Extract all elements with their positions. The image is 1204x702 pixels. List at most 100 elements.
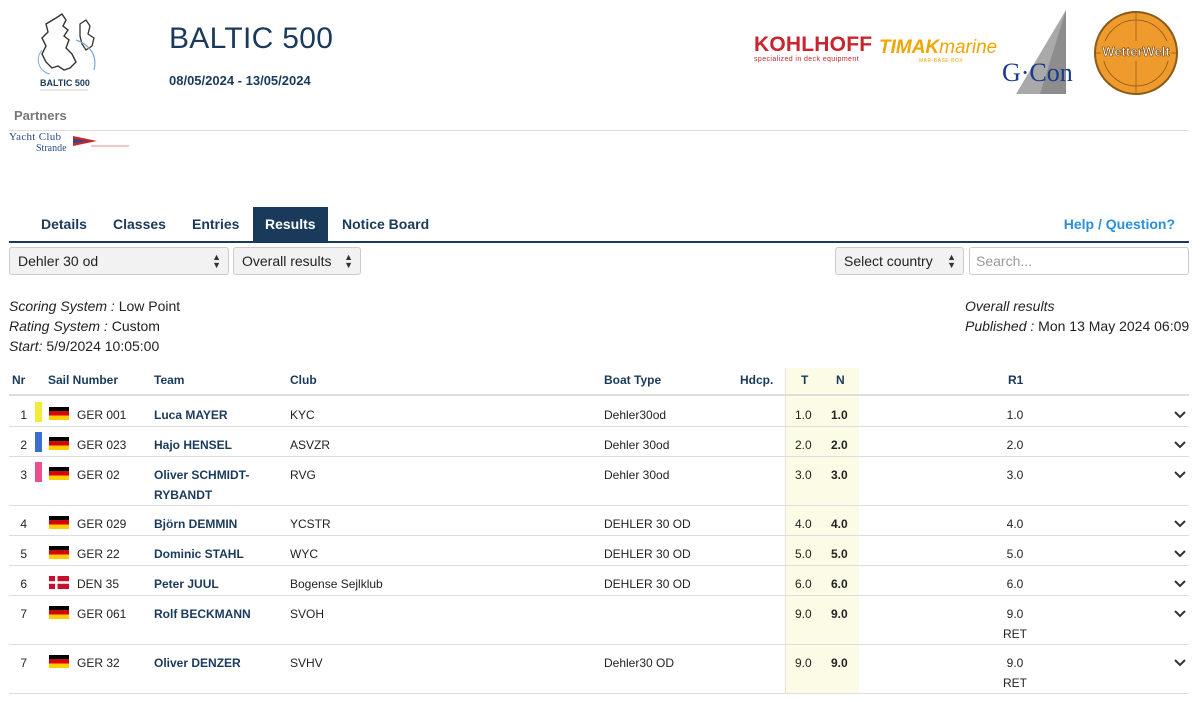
flag-denmark-icon [49, 576, 69, 589]
row-team[interactable]: Luca MAYER [154, 408, 228, 422]
header-team[interactable]: Team [154, 373, 185, 387]
event-tabs: Details Classes Entries Results Notice B… [9, 207, 1189, 243]
results-table-header: Nr Sail Number Team Club Boat Type Hdcp.… [9, 368, 1189, 396]
kohlhoff-tagline: specialized in deck equipment [754, 56, 859, 63]
search-input[interactable] [969, 247, 1189, 275]
chevron-down-icon[interactable] [1173, 656, 1187, 670]
table-row[interactable]: 3 GER 02 Oliver SCHMIDT- RYBANDT RVG Dehler 3… [9, 457, 1189, 506]
table-row[interactable]: 2 GER 023 Hajo HENSEL ASVZR Dehler 30od 2.0 2.… [9, 427, 1189, 457]
row-total: 2.0 [795, 438, 812, 452]
chevron-down-icon[interactable] [1173, 577, 1187, 591]
row-rank: 5 [20, 547, 27, 561]
row-club: Bogense Sejlklub [290, 577, 383, 591]
header-total[interactable]: T [801, 373, 809, 387]
total-net-column-highlight [785, 368, 859, 693]
table-row[interactable]: 4 GER 029 Björn DEMMIN YCSTR DEHLER 30 OD 4.0… [9, 506, 1189, 536]
row-net: 1.0 [831, 408, 848, 422]
sponsor-kohlhoff-logo[interactable]: KOHLHOFF specialized in deck equipment [754, 33, 873, 66]
flag-germany-icon [49, 467, 69, 480]
row-net: 6.0 [831, 577, 848, 591]
row-boat-type: Dehler30 OD [604, 656, 675, 670]
header-boat-type[interactable]: Boat Type [604, 373, 662, 387]
chevron-down-icon[interactable] [1173, 517, 1187, 531]
header-nr[interactable]: Nr [12, 373, 26, 387]
row-r1: 4.0 [1006, 517, 1024, 531]
timak-name: TIMAKmarine [879, 37, 998, 58]
event-title: BALTIC 500 [169, 22, 334, 55]
row-net: 9.0 [831, 656, 848, 670]
header-net[interactable]: N [836, 373, 845, 387]
tab-notice-board[interactable]: Notice Board [342, 216, 430, 232]
event-dates: 08/05/2024 - 13/05/2024 [169, 73, 311, 88]
row-net: 2.0 [831, 438, 848, 452]
row-boat-type: Dehler 30od [604, 438, 670, 452]
class-select[interactable]: Dehler 30 od ▲ ▼ [9, 247, 229, 275]
help-question-link[interactable]: Help / Question? [1063, 216, 1175, 232]
row-total: 4.0 [795, 517, 812, 531]
row-total: 3.0 [795, 468, 812, 482]
row-sail-number: GER 061 [77, 607, 127, 621]
chevron-down-icon[interactable] [1173, 438, 1187, 452]
header-club[interactable]: Club [290, 373, 317, 387]
row-team[interactable]: Hajo HENSEL [154, 438, 233, 452]
row-color-marker [35, 432, 42, 452]
tab-details[interactable]: Details [41, 216, 87, 232]
table-row[interactable]: 5 GER 22 Dominic STAHL WYC DEHLER 30 OD 5.0 5.… [9, 536, 1189, 566]
row-boat-type: DEHLER 30 OD [604, 517, 691, 531]
header-sail-number[interactable]: Sail Number [48, 373, 119, 387]
tab-entries[interactable]: Entries [192, 216, 240, 232]
tab-results[interactable]: Results [253, 207, 328, 241]
row-boat-type: DEHLER 30 OD [604, 547, 691, 561]
row-boat-type: DEHLER 30 OD [604, 577, 691, 591]
chevron-down-icon[interactable] [1173, 547, 1187, 561]
tab-classes[interactable]: Classes [113, 216, 166, 232]
row-r1-code: RET [1003, 676, 1027, 690]
chevron-down-icon[interactable] [1173, 408, 1187, 422]
row-club: SVHV [290, 656, 323, 670]
table-row[interactable]: 7 GER 32 Oliver DENZER SVHV Dehler30 OD 9.0 9.… [9, 645, 1189, 694]
row-r1: 2.0 [1006, 438, 1024, 452]
chevron-down-icon[interactable] [1173, 468, 1187, 482]
country-select[interactable]: Select country ▲ ▼ [835, 247, 964, 275]
chevron-down-icon[interactable] [1173, 607, 1187, 621]
kohlhoff-name: KOHLHOFF [754, 33, 873, 56]
class-select-value: Dehler 30 od [18, 253, 99, 269]
row-club: KYC [290, 408, 315, 422]
header-hdcp[interactable]: Hdcp. [740, 373, 774, 387]
row-rank: 4 [20, 517, 27, 531]
row-sail-number: GER 02 [77, 468, 120, 482]
row-boat-type: Dehler30od [604, 408, 667, 422]
row-rank: 7 [20, 607, 27, 621]
row-club: WYC [290, 547, 318, 561]
row-team[interactable]: Rolf BECKMANN [154, 607, 251, 621]
flag-germany-icon [49, 437, 69, 450]
result-type-select-value: Overall results [242, 253, 332, 269]
row-team[interactable]: Peter JUUL [154, 577, 219, 591]
select-arrows-icon: ▲ ▼ [344, 252, 353, 270]
partner-yacht-club-strande-logo[interactable]: Yacht Club Strande [9, 131, 129, 157]
row-sail-number: GER 001 [77, 408, 127, 422]
row-team[interactable]: Björn DEMMIN [154, 517, 238, 531]
row-team[interactable]: Dominic STAHL [154, 547, 244, 561]
sponsor-timak-logo[interactable]: TIMAKmarine MAR-BASE BOX [879, 38, 999, 66]
row-team[interactable]: Oliver SCHMIDT- RYBANDT [154, 468, 250, 502]
table-row[interactable]: 6 DEN 35 Peter JUUL Bogense Sejlklub DEHLER … [9, 566, 1189, 596]
flag-germany-icon [49, 655, 69, 668]
table-row[interactable]: 1 GER 001 Luca MAYER KYC Dehler30od 1.0 1.0 1.0 [9, 397, 1189, 427]
row-rank: 3 [20, 468, 27, 482]
row-rank: 6 [20, 577, 27, 591]
table-row[interactable]: 7 GER 061 Rolf BECKMANN SVOH 9.0 9.0 9.0 RET [9, 596, 1189, 645]
sponsor-wetterwelt-logo[interactable]: WetterWelt [1093, 10, 1179, 96]
header-r1[interactable]: R1 [1008, 373, 1024, 387]
result-type-select[interactable]: Overall results ▲ ▼ [233, 247, 361, 275]
row-boat-type: Dehler 30od [604, 468, 670, 482]
scoring-info: Scoring System : Low Point Rating System… [9, 298, 181, 354]
row-team[interactable]: Oliver DENZER [154, 656, 241, 670]
row-rank: 7 [20, 656, 27, 670]
sponsor-gcon-sail-icon[interactable] [1000, 10, 1092, 96]
row-r1-code: RET [1003, 627, 1027, 641]
row-rank: 2 [20, 438, 27, 452]
partners-divider [9, 130, 1189, 131]
row-total: 1.0 [795, 408, 812, 422]
row-r1: 9.0 RET [1003, 656, 1027, 690]
